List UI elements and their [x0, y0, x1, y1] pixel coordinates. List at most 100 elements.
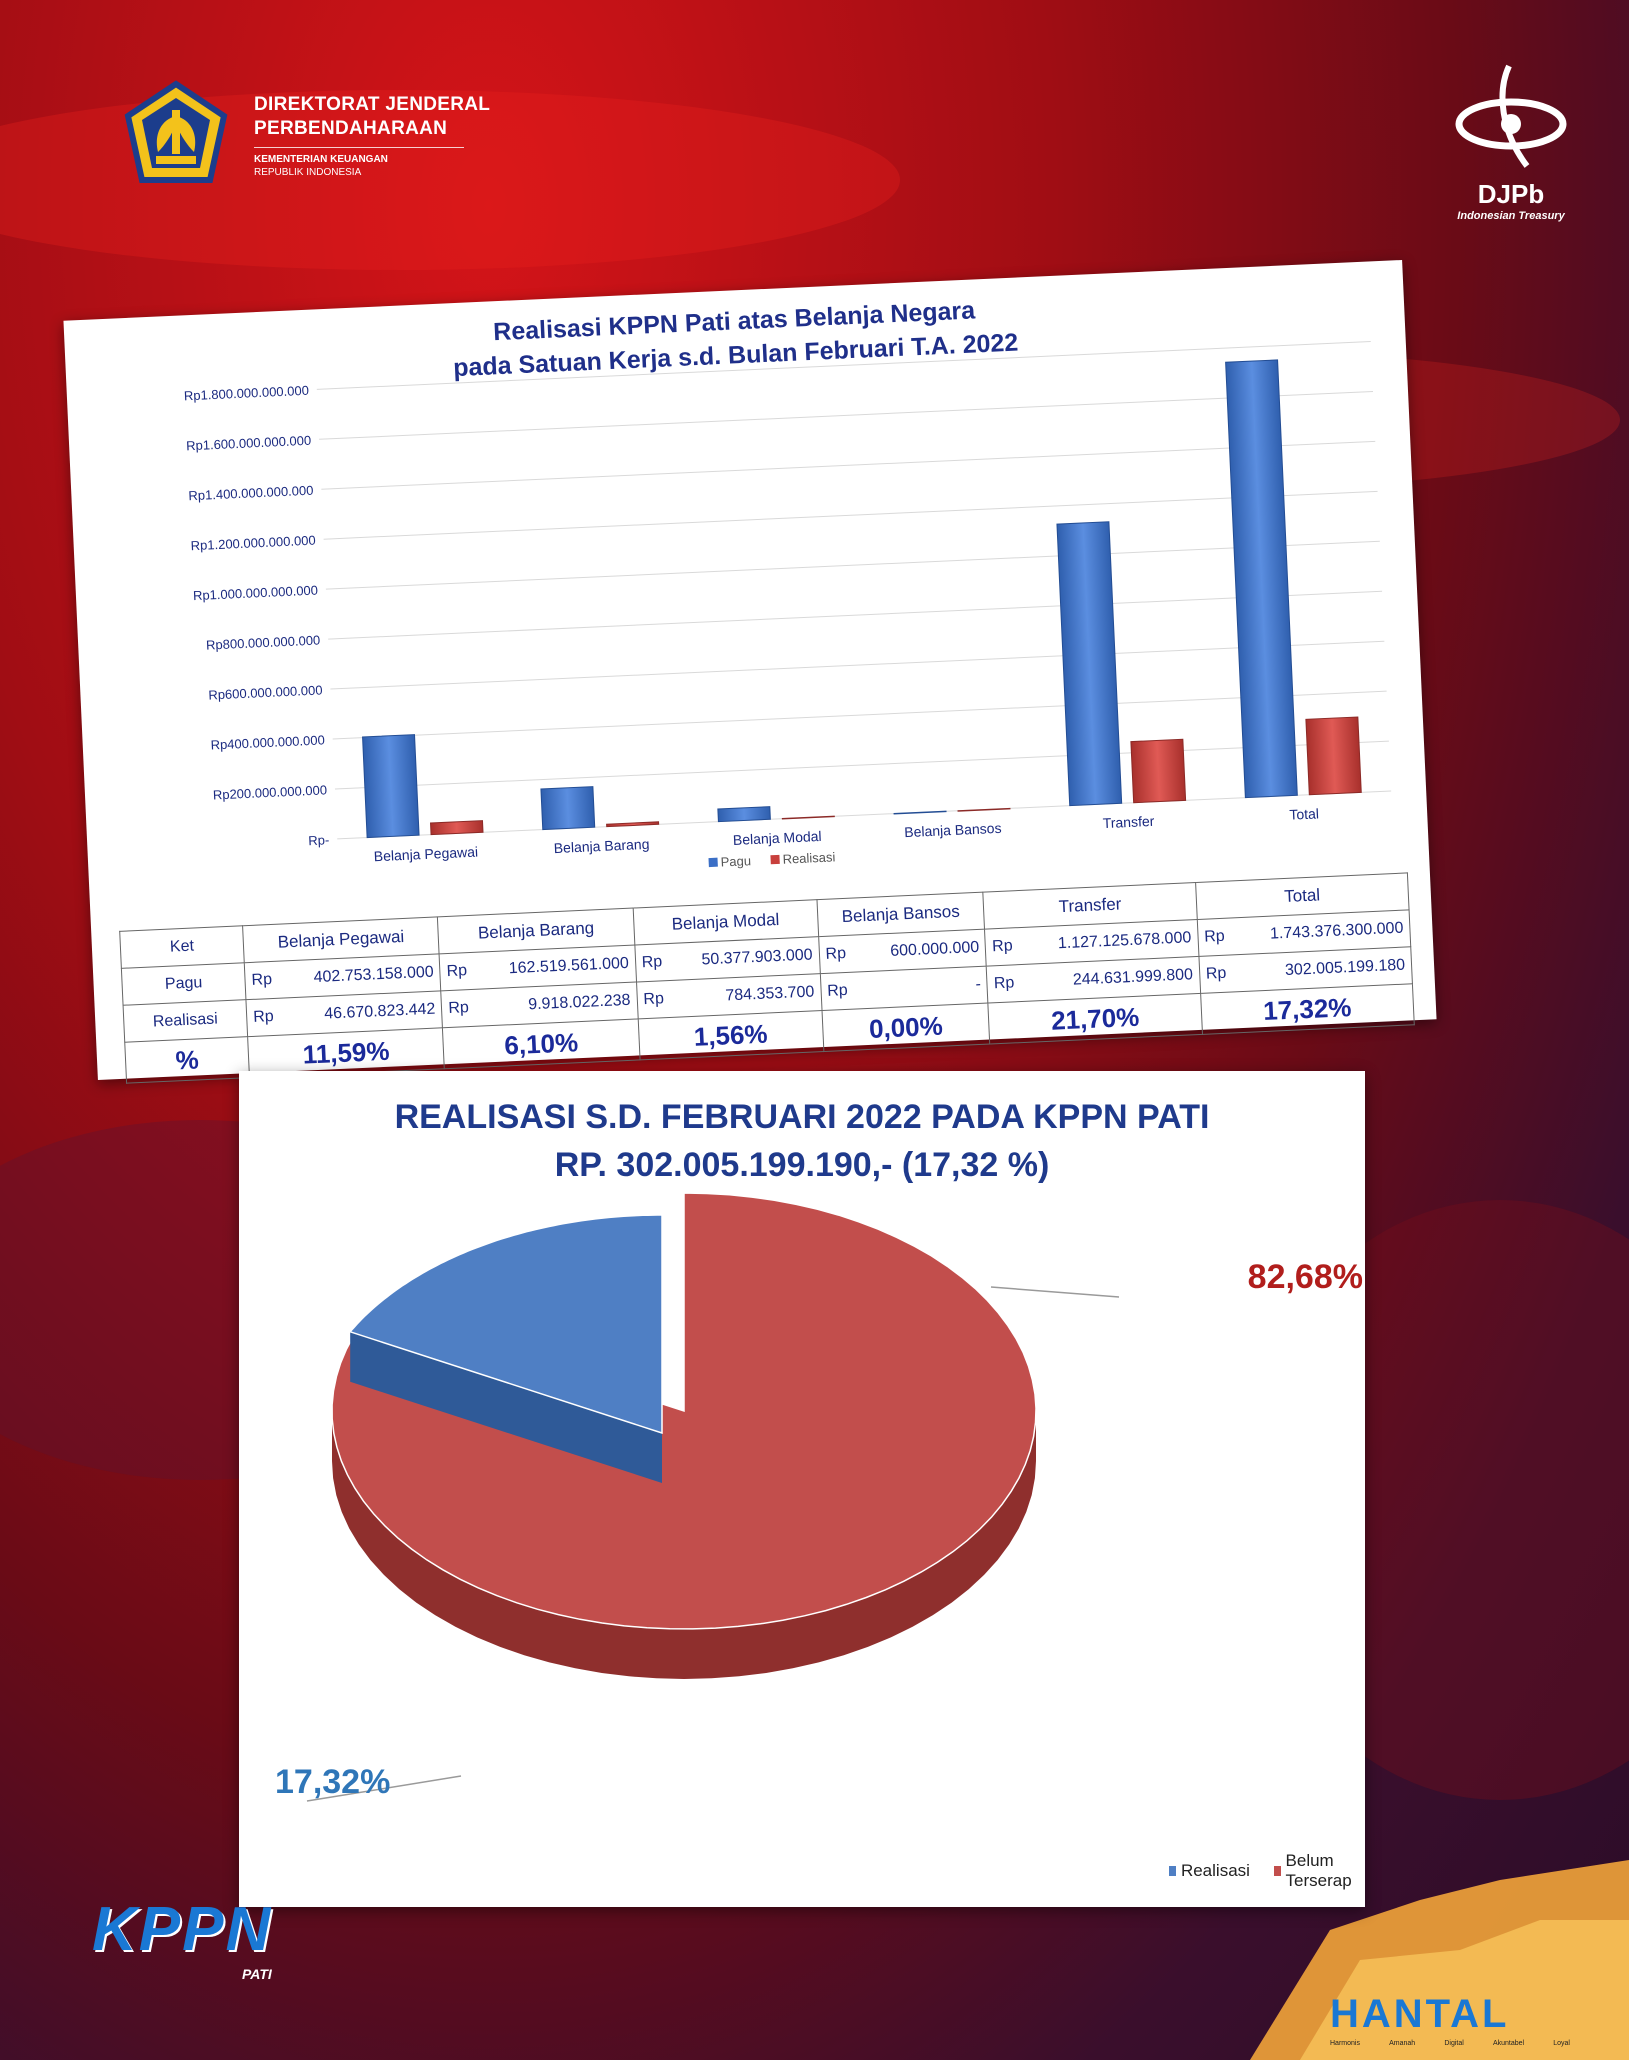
x-category-label: Belanja Bansos	[904, 820, 1002, 840]
pie-slice-realisasi	[348, 1214, 663, 1435]
cell-value: 402.753.158.000	[313, 963, 435, 987]
pie-label-belum-terserap: 82,68%	[1247, 1258, 1363, 1296]
cell-value: 9.918.022.238	[527, 991, 631, 1014]
pie-side-belum-terserap	[332, 1411, 1036, 1679]
kemenkeu-emblem-icon	[124, 80, 228, 183]
header: DIREKTORAT JENDERAL PERBENDAHARAAN KEMEN…	[120, 80, 490, 192]
djpb-logo: DJPb Indonesian Treasury	[1436, 62, 1586, 222]
legend-label-pagu: Pagu	[720, 853, 751, 869]
percent-cell: 6,10%	[442, 1018, 640, 1069]
y-tick-label: Rp800.000.000.000	[206, 632, 321, 652]
y-tick-label: Rp400.000.000.000	[210, 732, 325, 752]
x-category-label: Belanja Barang	[553, 836, 649, 856]
org-name-line2: PERBENDAHARAAN	[254, 118, 448, 139]
x-category-label: Total	[1289, 805, 1319, 822]
bar-pagu	[1225, 359, 1298, 799]
hantal-word: Harmonis	[1330, 2040, 1360, 2047]
currency-label: Rp	[1203, 927, 1226, 946]
y-tick-label: Rp1.200.000.000.000	[190, 533, 316, 554]
table-row-label: %	[124, 1036, 250, 1084]
x-category-label: Belanja Modal	[733, 828, 822, 848]
hantal-word: Digital	[1444, 2040, 1464, 2047]
currency-label: Rp	[643, 990, 665, 1009]
legend-swatch-realisasi	[1169, 1866, 1176, 1876]
cell-value: 600.000.000	[889, 938, 980, 960]
pie-chart-card: REALISASI S.D. FEBRUARI 2022 PADA KPPN P…	[239, 1071, 1365, 1907]
gridline	[321, 440, 1376, 490]
y-tick-label: Rp200.000.000.000	[213, 782, 328, 802]
cell-value: 784.353.700	[725, 983, 815, 1005]
leader-line-belum-terserap	[990, 1286, 1120, 1298]
country-name: REPUBLIK INDONESIA	[254, 167, 362, 178]
pie-chart	[306, 1192, 1120, 1802]
gridline	[334, 740, 1389, 790]
pie-chart-title-line2: RP. 302.005.199.190,- (17,32 %)	[554, 1146, 1050, 1184]
pie-chart-title-line1: REALISASI S.D. FEBRUARI 2022 PADA KPPN P…	[394, 1098, 1210, 1136]
percent-cell: 0,00%	[821, 1003, 991, 1052]
hantal-word: Loyal	[1553, 2040, 1570, 2047]
org-divider	[254, 147, 464, 148]
cell-value: 302.005.199.180	[1284, 956, 1406, 980]
cell-value: 244.631.999.800	[1072, 966, 1194, 989]
pie-legend: Realisasi Belum Terserap	[1169, 1851, 1368, 1891]
bar-realisasi	[1305, 716, 1362, 796]
leader-line-realisasi	[306, 1775, 462, 1802]
kppn-logo: KPPN PATI	[92, 1894, 272, 1982]
cell-value: 46.670.823.442	[323, 1000, 436, 1023]
ministry-name: KEMENTERIAN KEUANGAN	[254, 154, 388, 165]
hantal-word: Akuntabel	[1492, 2040, 1525, 2047]
bar-realisasi	[957, 807, 1011, 812]
djpb-subtitle: Indonesian Treasury	[1457, 210, 1565, 222]
djpb-name: DJPb	[1477, 179, 1545, 209]
bar-pagu	[893, 810, 947, 815]
currency-label: Rp	[825, 944, 847, 963]
percent-cell: 21,70%	[988, 993, 1203, 1044]
y-tick-label: Rp1.400.000.000.000	[188, 483, 314, 504]
legend-swatch-realisasi	[770, 854, 780, 865]
bar-chart-card: Realisasi KPPN Pati atas Belanja Negara …	[63, 259, 1437, 1084]
pie-slice-belum-terserap	[331, 1192, 1037, 1630]
bar-realisasi	[781, 815, 835, 820]
currency-label: Rp	[993, 974, 1015, 993]
legend-label-realisasi: Realisasi	[1180, 1861, 1250, 1880]
y-tick-label: Rp-	[308, 832, 330, 848]
bar-realisasi	[606, 821, 660, 828]
gridline	[337, 790, 1392, 840]
currency-label: Rp	[826, 981, 849, 1000]
cell-value: 50.377.903.000	[701, 946, 813, 969]
cell-value: 1.127.125.678.000	[1057, 929, 1192, 953]
bar-pagu	[717, 806, 771, 823]
legend-label-realisasi: Realisasi	[782, 849, 835, 866]
table-header-label: Ket	[119, 925, 245, 969]
gridline	[330, 640, 1385, 690]
cell-value: -	[975, 975, 982, 994]
currency-label: Rp	[446, 962, 468, 981]
bar-realisasi	[1130, 738, 1187, 804]
gridline	[316, 341, 1371, 390]
pie-label-realisasi: 17,32%	[275, 1763, 391, 1801]
org-name-line1: DIREKTORAT JENDERAL	[254, 94, 491, 115]
bar-pagu	[362, 734, 420, 839]
legend-label-belum-terserap: Belum Terserap	[1285, 1851, 1352, 1890]
gridline	[319, 390, 1374, 440]
hantal-logo: HANTAL	[1330, 1992, 1510, 2036]
percent-cell: 1,56%	[637, 1010, 824, 1060]
currency-label: Rp	[991, 937, 1014, 956]
gridline	[325, 540, 1380, 590]
bar-chart: Rp- Rp200.000.000.000 Rp400.000.000.000 Rp6…	[184, 341, 1392, 870]
hantal-values: Harmonis Amanah Digital Akuntabel Loyal	[1330, 2040, 1570, 2047]
gridline	[332, 690, 1387, 740]
y-tick-label: Rp600.000.000.000	[208, 682, 323, 702]
gridline	[323, 490, 1378, 540]
currency-label: Rp	[252, 1007, 275, 1026]
legend-swatch-pagu	[708, 857, 718, 868]
hantal-word: Amanah	[1389, 2040, 1416, 2047]
currency-label: Rp	[251, 971, 273, 989]
currency-label: Rp	[1205, 964, 1227, 983]
percent-cell: 17,32%	[1200, 983, 1415, 1035]
cell-value: 1.743.376.300.000	[1269, 919, 1404, 943]
currency-label: Rp	[641, 953, 663, 972]
legend-swatch-belum-terserap	[1273, 1866, 1281, 1876]
pie-chart-title: REALISASI S.D. FEBRUARI 2022 PADA KPPN P…	[239, 1093, 1365, 1189]
gridline	[328, 590, 1383, 640]
